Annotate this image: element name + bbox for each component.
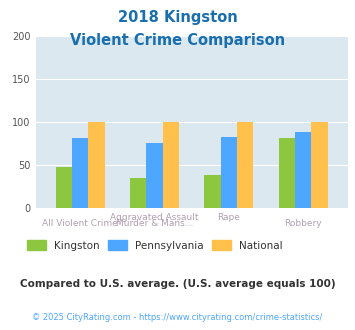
Legend: Kingston, Pennsylvania, National: Kingston, Pennsylvania, National — [23, 236, 287, 255]
Text: Rape: Rape — [218, 213, 240, 222]
Text: Robbery: Robbery — [284, 219, 322, 228]
Text: All Violent Crime: All Violent Crime — [42, 219, 118, 228]
Bar — [88, 122, 105, 208]
Text: Aggravated Assault: Aggravated Assault — [110, 213, 199, 222]
Bar — [56, 167, 72, 208]
Bar — [146, 143, 163, 208]
Text: Violent Crime Comparison: Violent Crime Comparison — [70, 33, 285, 48]
Text: Compared to U.S. average. (U.S. average equals 100): Compared to U.S. average. (U.S. average … — [20, 279, 335, 289]
Bar — [72, 138, 88, 208]
Text: © 2025 CityRating.com - https://www.cityrating.com/crime-statistics/: © 2025 CityRating.com - https://www.city… — [32, 314, 323, 322]
Bar — [221, 137, 237, 208]
Bar — [279, 138, 295, 208]
Bar — [163, 122, 179, 208]
Bar — [311, 122, 328, 208]
Bar — [295, 132, 311, 208]
Bar — [237, 122, 253, 208]
Bar — [130, 178, 146, 208]
Bar — [204, 175, 221, 208]
Text: Murder & Mans...: Murder & Mans... — [116, 219, 193, 228]
Text: 2018 Kingston: 2018 Kingston — [118, 10, 237, 25]
